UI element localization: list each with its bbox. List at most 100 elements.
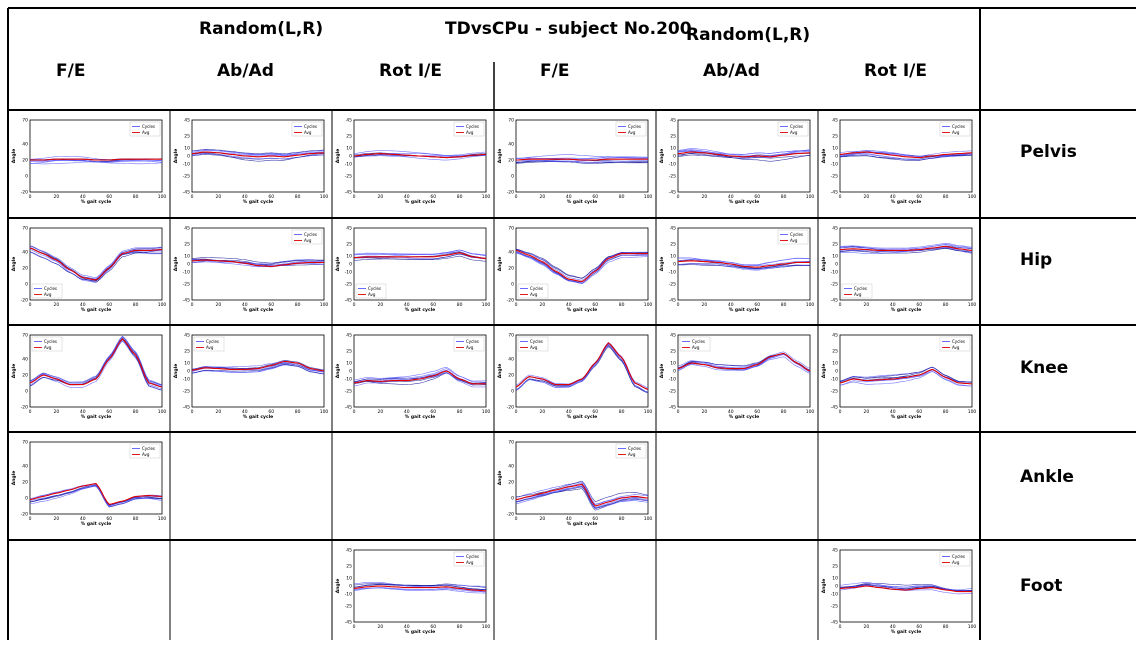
chart-panel: -45 -25 -10 0 10 25 45 0 20 40 60 80 100 % gait cycle… xyxy=(332,542,494,646)
y-tick-label: -45 xyxy=(831,405,838,411)
x-tick-label: 40 xyxy=(890,624,896,630)
legend-label: Cycles xyxy=(466,124,479,129)
avg-line xyxy=(839,151,973,159)
plot-frame xyxy=(839,549,973,623)
x-tick-label: 40 xyxy=(242,302,248,308)
y-tick-label: 25 xyxy=(346,242,352,248)
y-tick-label: 0 xyxy=(25,496,28,502)
x-tick-label: 100 xyxy=(644,409,653,415)
x-axis-label: % gait cycle xyxy=(405,199,435,205)
x-tick-label: 0 xyxy=(353,194,356,200)
y-tick-label: 25 xyxy=(346,564,352,570)
x-tick-label: 80 xyxy=(781,302,787,308)
cycle-line xyxy=(677,152,811,162)
y-tick-label: -10 xyxy=(345,377,352,383)
y-tick-label: -20 xyxy=(21,512,28,518)
x-tick-label: 80 xyxy=(133,302,139,308)
y-axis-label: Angle xyxy=(173,257,179,272)
avg-line xyxy=(353,585,487,592)
x-tick-label: 60 xyxy=(430,302,436,308)
legend-label: Cycles xyxy=(790,232,803,237)
x-tick-label: 0 xyxy=(839,302,842,308)
x-axis-label: % gait cycle xyxy=(243,307,273,313)
y-tick-label: 0 xyxy=(349,369,352,375)
y-tick-label: 25 xyxy=(832,242,838,248)
chart-panel: -20 0 20 40 70 0 20 40 60 80 100% gait cycle Angle C… xyxy=(8,327,170,431)
legend-label: Avg xyxy=(206,345,214,350)
x-tick-label: 20 xyxy=(540,194,546,200)
y-tick-label: -25 xyxy=(669,282,676,288)
x-tick-label: 20 xyxy=(216,194,222,200)
row-label-hip: Hip xyxy=(1020,250,1053,270)
x-tick-label: 40 xyxy=(404,194,410,200)
y-tick-label: 25 xyxy=(670,349,676,355)
legend-label: Cycles xyxy=(368,286,381,291)
avg-line xyxy=(191,360,325,372)
row-label-foot: Foot xyxy=(1020,576,1063,596)
x-tick-label: 100 xyxy=(482,194,491,200)
y-tick-label: -20 xyxy=(507,190,514,196)
x-axis-label: % gait cycle xyxy=(243,414,273,420)
y-tick-label: 10 xyxy=(346,254,352,260)
y-axis-label: Angle xyxy=(497,149,503,164)
y-tick-label: 0 xyxy=(835,584,838,590)
y-tick-label: 45 xyxy=(184,118,190,124)
cycle-line xyxy=(29,339,163,391)
y-tick-label: 45 xyxy=(184,333,190,339)
x-tick-label: 80 xyxy=(295,409,301,415)
x-tick-label: 20 xyxy=(54,409,60,415)
y-axis-label: Angle xyxy=(497,364,503,379)
plot-frame xyxy=(839,334,973,408)
chart-panel: -45 -25 -10 0 10 25 45 0 20 40 60 80 100 % gait cycle… xyxy=(170,112,332,216)
y-tick-label: -20 xyxy=(507,512,514,518)
x-tick-label: 100 xyxy=(482,624,491,630)
avg-line xyxy=(677,151,811,158)
x-tick-label: 20 xyxy=(216,302,222,308)
cycle-line xyxy=(29,245,163,280)
col-label-abad-right: Ab/Ad xyxy=(703,61,760,81)
y-tick-label: 10 xyxy=(670,254,676,260)
x-tick-label: 20 xyxy=(702,302,708,308)
col-label-rot-left: Rot I/E xyxy=(379,61,442,81)
y-tick-label: -20 xyxy=(21,190,28,196)
avg-line xyxy=(191,151,325,158)
chart-svg: -45 -25 -10 0 10 25 45 0 20 40 60 80 100 % gait cycle… xyxy=(335,118,491,206)
y-tick-label: 40 xyxy=(508,250,514,256)
y-tick-label: 40 xyxy=(508,357,514,363)
y-tick-label: 70 xyxy=(22,226,28,232)
x-axis-label: % gait cycle xyxy=(81,521,111,527)
cycle-line xyxy=(29,248,163,283)
x-axis-label: % gait cycle xyxy=(567,199,597,205)
x-tick-label: 20 xyxy=(54,302,60,308)
y-tick-label: 70 xyxy=(508,118,514,124)
x-axis-label: % gait cycle xyxy=(405,629,435,635)
y-axis-label: Angle xyxy=(821,149,827,164)
cycle-line xyxy=(515,485,649,508)
y-tick-label: 0 xyxy=(187,369,190,375)
x-tick-label: 0 xyxy=(29,516,32,522)
y-tick-label: 0 xyxy=(187,262,190,268)
cycle-line xyxy=(678,264,811,269)
x-tick-label: 40 xyxy=(404,302,410,308)
y-tick-label: -20 xyxy=(507,405,514,411)
x-tick-label: 20 xyxy=(378,409,384,415)
y-tick-label: -10 xyxy=(183,270,190,276)
y-tick-label: 45 xyxy=(832,333,838,339)
y-axis-label: Angle xyxy=(11,257,17,272)
x-tick-label: 0 xyxy=(839,194,842,200)
y-tick-label: -45 xyxy=(831,620,838,626)
chart-panel: -45 -25 -10 0 10 25 45 0 20 40 60 80 100 % gait cycle… xyxy=(818,327,980,431)
avg-line xyxy=(677,352,811,372)
chart-svg: -45 -25 -10 0 10 25 45 0 20 40 60 80 100 % gait cycle… xyxy=(821,548,976,636)
x-tick-label: 100 xyxy=(158,302,167,308)
chart-panel: -45 -25 -10 0 10 25 45 0 20 40 60 80 100 % gait cycle… xyxy=(332,327,494,431)
legend-label: Avg xyxy=(44,345,52,350)
avg-line xyxy=(677,260,810,268)
cycle-line xyxy=(29,156,163,161)
x-axis-label: % gait cycle xyxy=(729,414,759,420)
x-axis-label: % gait cycle xyxy=(81,307,111,313)
y-tick-label: -10 xyxy=(345,162,352,168)
x-tick-label: 20 xyxy=(54,516,60,522)
